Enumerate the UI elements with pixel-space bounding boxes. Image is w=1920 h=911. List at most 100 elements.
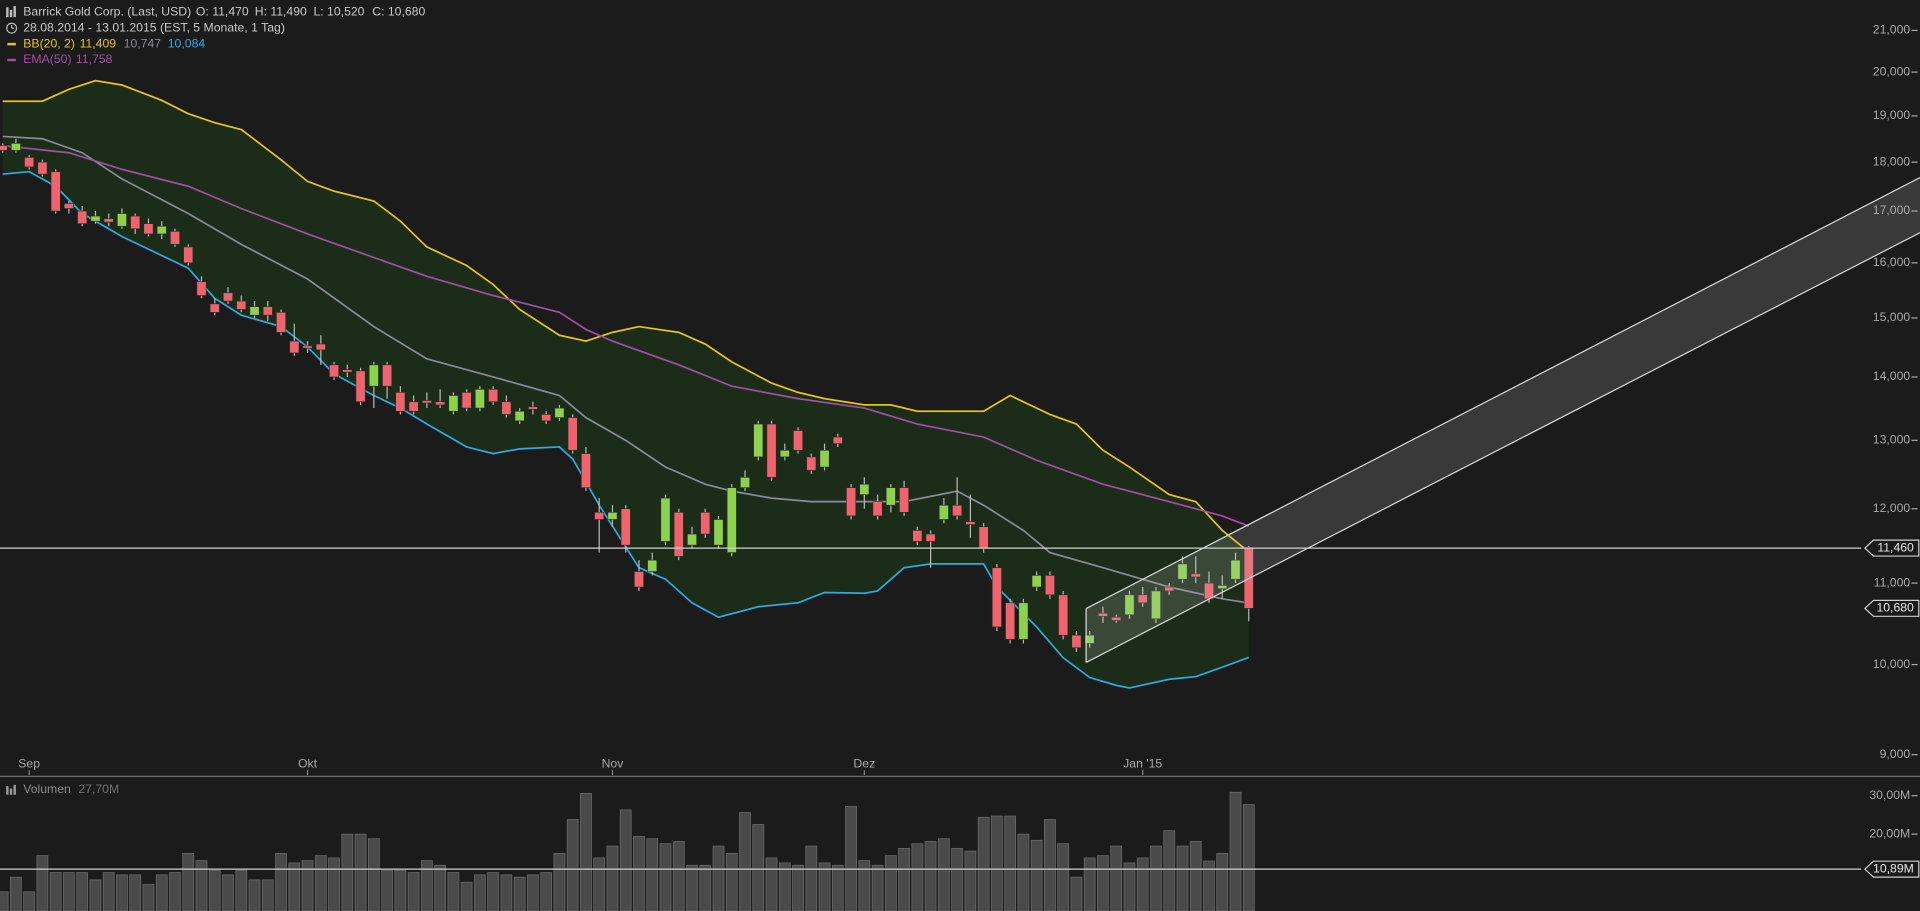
volume-bar — [474, 874, 486, 911]
candle-body — [1217, 585, 1228, 589]
volume-bar — [102, 872, 115, 911]
candle-body — [859, 483, 870, 495]
candle-body — [421, 400, 432, 404]
candle-body — [10, 143, 21, 151]
volume-bar — [725, 852, 738, 911]
candle-body — [50, 171, 61, 212]
candle-body — [130, 215, 141, 230]
y-tick-label: 9,000 — [1880, 747, 1911, 761]
bb-band — [2, 80, 1249, 688]
volume-bar — [739, 812, 751, 911]
volume-bar — [619, 809, 632, 911]
legend-name: EMA(50) — [23, 52, 71, 66]
candle-body — [1124, 594, 1135, 616]
candle-body — [793, 430, 804, 451]
volume-bar — [1163, 830, 1176, 911]
volume-bar — [858, 860, 871, 911]
candle-body — [143, 223, 154, 235]
price-line-box — [1863, 539, 1920, 557]
volume-bar — [1044, 819, 1056, 911]
candle-body — [832, 436, 843, 444]
candle-body — [1230, 559, 1241, 580]
candle-body — [1031, 575, 1042, 588]
candle-body — [607, 512, 618, 520]
ohlc-value: H: 11,490 — [255, 4, 307, 18]
candle-body — [223, 292, 233, 302]
candle-body — [673, 512, 684, 557]
volume-bar — [580, 792, 592, 911]
volume-bar — [1123, 862, 1136, 911]
volume-bar — [235, 869, 248, 911]
volume-bar — [765, 857, 778, 911]
line-layer — [2, 79, 1250, 689]
volume-bar — [1229, 791, 1242, 911]
volume-bar — [314, 855, 327, 911]
volume-bar — [1030, 839, 1043, 911]
volume-bar — [49, 872, 62, 911]
candle-body — [63, 203, 74, 209]
candle-body — [899, 487, 910, 513]
candle-body — [276, 312, 286, 333]
x-tick-label: Dez — [853, 756, 875, 770]
volume-bar — [633, 836, 645, 911]
volume-bar — [1057, 843, 1070, 911]
volume-bar — [447, 872, 460, 911]
candle-body — [395, 392, 406, 412]
candle-body — [779, 449, 790, 458]
trend-channel — [1086, 177, 1920, 663]
volume-bar — [1110, 845, 1123, 911]
clock-icon — [6, 22, 18, 34]
candle-body — [978, 526, 989, 550]
candle-body — [660, 497, 671, 542]
candle-body — [1243, 547, 1254, 609]
candle-body — [938, 504, 949, 520]
volume-bar — [261, 879, 274, 911]
candle-body — [846, 487, 857, 517]
candle-body — [1058, 594, 1069, 636]
volume-bar — [752, 824, 765, 911]
trend-line — [1085, 177, 1920, 610]
candle-body — [156, 225, 167, 235]
volume-bar — [818, 862, 831, 911]
candle-body — [1084, 634, 1095, 644]
candle-body — [435, 401, 446, 406]
price-line-label: 11,460 — [1877, 540, 1914, 554]
y-tick-label: 15,000 — [1873, 310, 1911, 324]
candle-body — [1151, 590, 1161, 620]
volume-bar — [884, 855, 897, 911]
volume-bar — [593, 857, 606, 911]
volume-bar — [222, 874, 234, 911]
candle-body — [872, 501, 883, 517]
candle-body — [77, 210, 88, 224]
volume-bar — [778, 862, 791, 911]
volume-bar — [208, 869, 221, 911]
volume-bar — [142, 884, 155, 911]
candle-body — [183, 246, 194, 264]
volume-bar — [89, 879, 102, 911]
volume-bar — [964, 850, 977, 911]
candle-body — [726, 487, 737, 553]
volume-bar — [182, 852, 195, 911]
volume-bar — [566, 819, 579, 911]
candle-body — [952, 504, 963, 517]
volume-bar — [924, 841, 937, 911]
band-layer — [2, 80, 1249, 688]
volume-bar — [845, 806, 857, 911]
instrument-icon — [6, 6, 16, 18]
candle-body — [912, 530, 923, 542]
ohlc-value: O: 11,470 — [196, 4, 249, 18]
indicator-line — [2, 170, 1250, 689]
volume-bar — [10, 876, 22, 911]
volume-bar — [248, 879, 261, 911]
volume-bar — [937, 838, 950, 911]
volume-bar — [36, 855, 49, 911]
volume-bar — [1176, 845, 1189, 911]
candle-body — [448, 395, 459, 412]
volume-bar — [354, 833, 367, 911]
legend-name: BB(20, 2) — [23, 36, 75, 50]
candle-body — [1137, 594, 1148, 604]
candle-body — [368, 364, 379, 387]
volume-bar — [76, 872, 89, 911]
y-tick-label: 12,000 — [1873, 501, 1911, 515]
